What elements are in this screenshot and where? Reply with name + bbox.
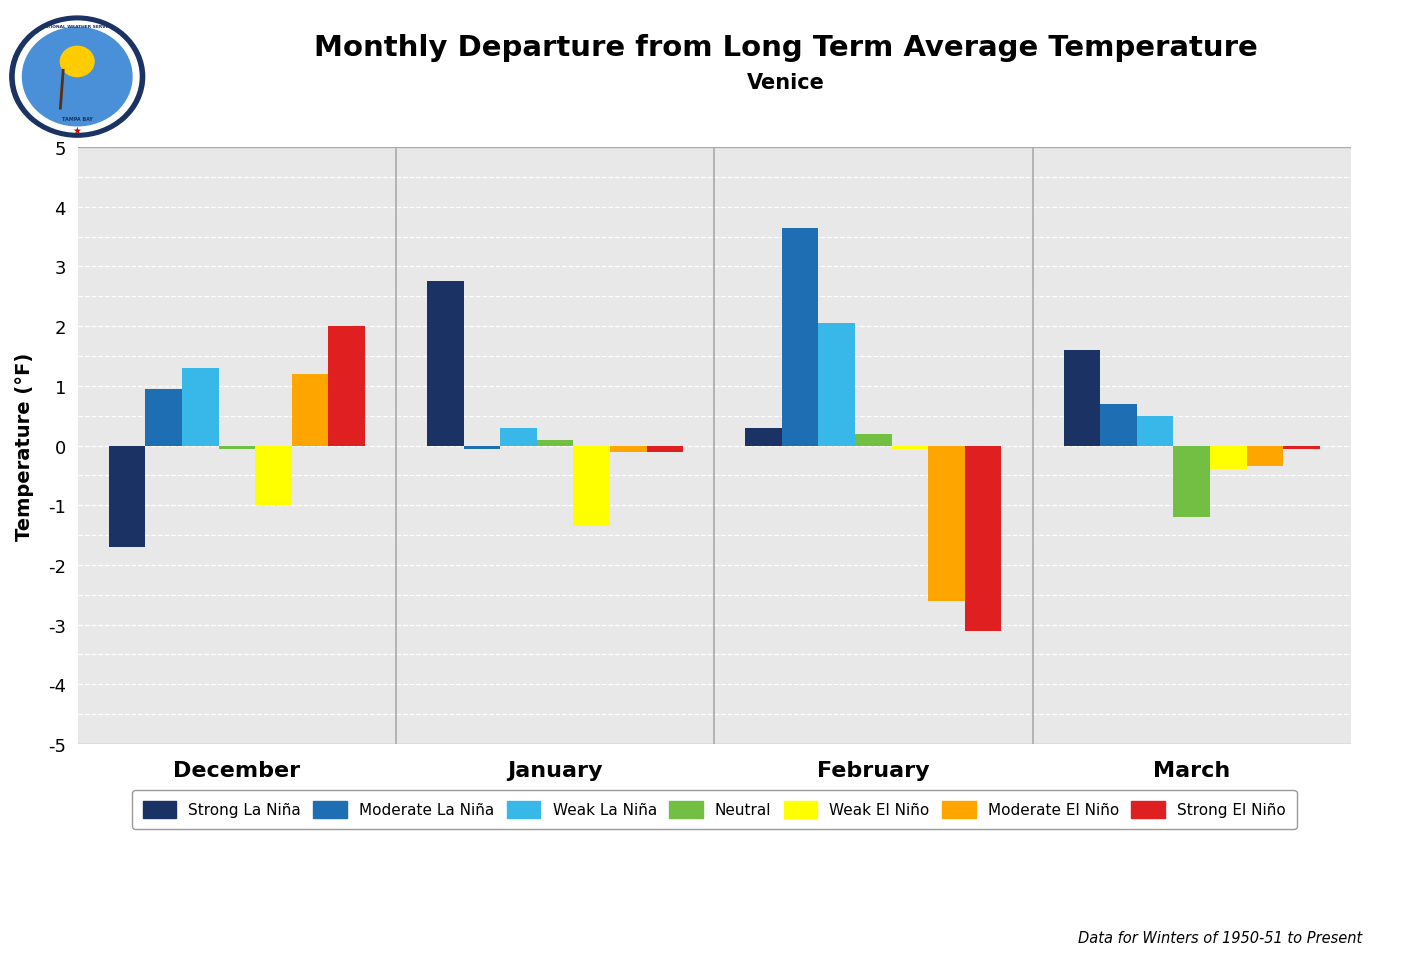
- Text: Data for Winters of 1950-51 to Present: Data for Winters of 1950-51 to Present: [1078, 930, 1362, 945]
- Text: Monthly Departure from Long Term Average Temperature: Monthly Departure from Long Term Average…: [314, 34, 1258, 62]
- Bar: [536, 440, 573, 446]
- Circle shape: [22, 28, 132, 127]
- Bar: [855, 434, 892, 446]
- Bar: [965, 446, 1001, 631]
- Text: TAMPA BAY: TAMPA BAY: [62, 116, 93, 121]
- Bar: [463, 446, 500, 449]
- Bar: [1247, 446, 1283, 467]
- Bar: [1174, 446, 1210, 517]
- Bar: [928, 446, 965, 601]
- Bar: [1064, 351, 1101, 446]
- Text: NATIONAL WEATHER SERVICE: NATIONAL WEATHER SERVICE: [41, 25, 114, 29]
- Bar: [609, 446, 647, 453]
- Bar: [292, 375, 329, 446]
- Bar: [108, 446, 146, 547]
- Circle shape: [10, 17, 145, 138]
- Bar: [329, 327, 365, 446]
- Bar: [892, 446, 928, 449]
- Bar: [146, 390, 183, 446]
- Text: ★: ★: [73, 125, 81, 136]
- Bar: [1283, 446, 1320, 449]
- Bar: [183, 368, 219, 446]
- Bar: [427, 282, 463, 446]
- Bar: [1101, 404, 1137, 446]
- Bar: [500, 428, 536, 446]
- Y-axis label: Temperature (°F): Temperature (°F): [15, 352, 34, 540]
- Bar: [647, 446, 684, 453]
- Bar: [819, 324, 855, 446]
- Bar: [573, 446, 609, 526]
- Bar: [1210, 446, 1247, 470]
- Bar: [782, 229, 819, 446]
- Circle shape: [15, 22, 139, 133]
- Bar: [1137, 417, 1174, 446]
- Bar: [219, 446, 256, 449]
- Bar: [746, 428, 782, 446]
- Text: Venice: Venice: [747, 73, 826, 93]
- Legend: Strong La Niña, Moderate La Niña, Weak La Niña, Neutral, Weak El Niño, Moderate : Strong La Niña, Moderate La Niña, Weak L…: [132, 790, 1296, 829]
- Circle shape: [60, 47, 94, 78]
- Bar: [256, 446, 292, 506]
